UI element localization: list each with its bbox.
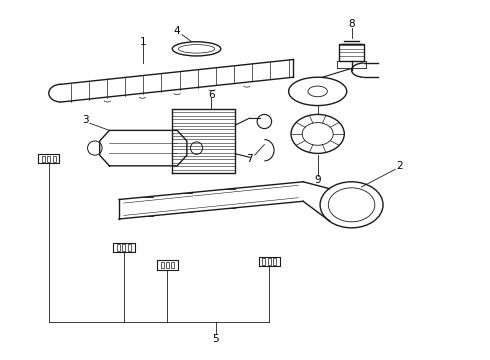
Bar (268, 258, 271, 265)
Bar (47, 156, 50, 162)
Text: 4: 4 (174, 26, 180, 36)
Text: 2: 2 (397, 161, 403, 171)
Bar (262, 258, 266, 265)
Text: 7: 7 (246, 154, 253, 164)
Bar (166, 262, 169, 268)
Bar (273, 258, 276, 265)
Text: 9: 9 (315, 175, 321, 185)
Bar (42, 156, 45, 162)
Bar (340, 44, 364, 61)
Bar (171, 262, 174, 268)
Bar (161, 262, 164, 268)
Text: 5: 5 (213, 334, 219, 345)
Text: 6: 6 (208, 90, 215, 100)
Bar (117, 244, 120, 251)
Text: 8: 8 (348, 19, 355, 29)
Bar (127, 244, 131, 251)
Bar (122, 244, 125, 251)
Bar (52, 156, 56, 162)
Text: 1: 1 (140, 37, 147, 47)
Text: 3: 3 (82, 115, 89, 125)
